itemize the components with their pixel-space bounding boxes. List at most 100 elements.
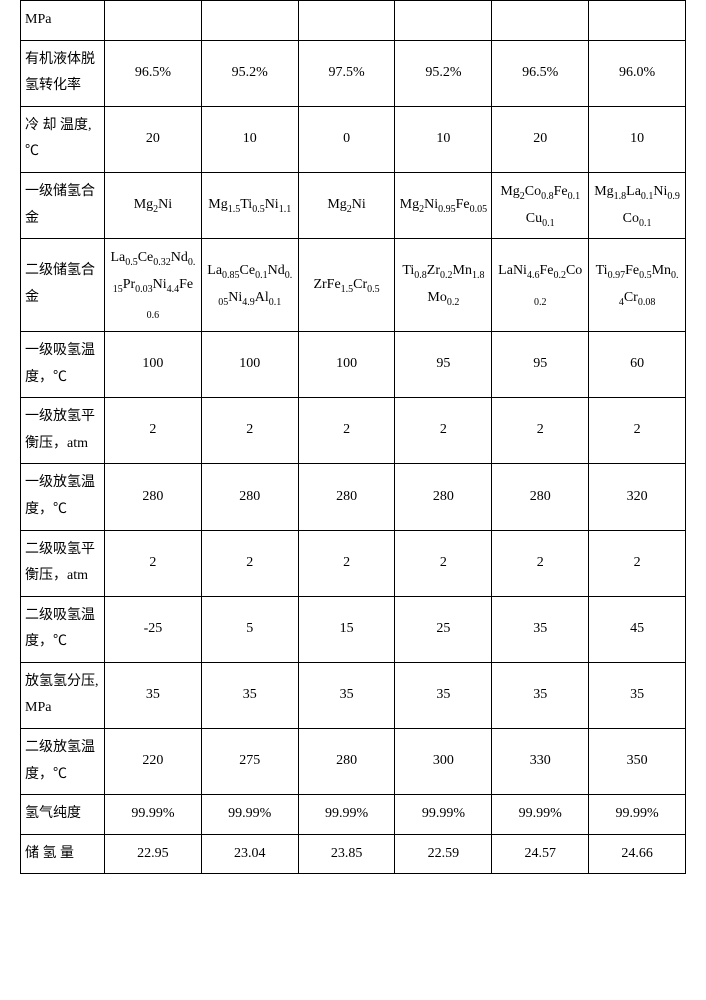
table-cell: 330 xyxy=(492,729,589,795)
row-header: 二级储氢合金 xyxy=(21,239,105,332)
table-cell: 2 xyxy=(105,530,202,596)
row-header: 二级吸氢温度，℃ xyxy=(21,596,105,662)
table-cell: 280 xyxy=(298,729,395,795)
table-cell: 100 xyxy=(105,331,202,397)
table-cell: 280 xyxy=(395,464,492,530)
table-cell: 280 xyxy=(492,464,589,530)
table-cell xyxy=(298,1,395,41)
table-cell: La0.85Ce0.1Nd0.05Ni4.9Al0.1 xyxy=(201,239,298,332)
row-header: 一级放氢平衡压，atm xyxy=(21,398,105,464)
table-row: 二级吸氢平衡压，atm222222 xyxy=(21,530,686,596)
table-row: 二级吸氢温度，℃-25515253545 xyxy=(21,596,686,662)
table-cell: 15 xyxy=(298,596,395,662)
table-cell: 99.99% xyxy=(201,795,298,835)
row-header: 一级放氢温度，℃ xyxy=(21,464,105,530)
table-cell: 2 xyxy=(298,530,395,596)
table-cell: ZrFe1.5Cr0.5 xyxy=(298,239,395,332)
table-cell: 99.99% xyxy=(105,795,202,835)
table-cell: 35 xyxy=(298,662,395,728)
table-cell: 96.5% xyxy=(492,40,589,106)
table-cell: 22.95 xyxy=(105,834,202,874)
table-row: 二级储氢合金La0.5Ce0.32Nd0.15Pr0.03Ni4.4Fe0.6L… xyxy=(21,239,686,332)
table-cell: 300 xyxy=(395,729,492,795)
table-cell: 24.66 xyxy=(589,834,686,874)
table-cell: 25 xyxy=(395,596,492,662)
table-row: 一级储氢合金Mg2NiMg1.5Ti0.5Ni1.1Mg2NiMg2Ni0.95… xyxy=(21,172,686,238)
table-cell: 10 xyxy=(201,106,298,172)
table-row: 冷 却 温度, ℃20100102010 xyxy=(21,106,686,172)
table-cell: La0.5Ce0.32Nd0.15Pr0.03Ni4.4Fe0.6 xyxy=(105,239,202,332)
table-cell: 2 xyxy=(492,398,589,464)
table-cell: 35 xyxy=(492,596,589,662)
table-row: 一级放氢平衡压，atm222222 xyxy=(21,398,686,464)
table-cell: Mg1.5Ti0.5Ni1.1 xyxy=(201,172,298,238)
table-row: 放氢氢分压,MPa353535353535 xyxy=(21,662,686,728)
table-cell: 20 xyxy=(492,106,589,172)
row-header: 有机液体脱氢转化率 xyxy=(21,40,105,106)
table-cell: 100 xyxy=(201,331,298,397)
table-cell: 35 xyxy=(105,662,202,728)
table-cell: 2 xyxy=(395,398,492,464)
table-cell: 2 xyxy=(589,398,686,464)
table-cell: 97.5% xyxy=(298,40,395,106)
row-header: 氢气纯度 xyxy=(21,795,105,835)
table-cell: 99.99% xyxy=(298,795,395,835)
table-row: 一级放氢温度，℃280280280280280320 xyxy=(21,464,686,530)
table-cell: 95 xyxy=(492,331,589,397)
table-cell: -25 xyxy=(105,596,202,662)
table-cell: Mg2Ni0.95Fe0.05 xyxy=(395,172,492,238)
table-cell: Mg2Ni xyxy=(298,172,395,238)
table-cell: 10 xyxy=(589,106,686,172)
table-row: 氢气纯度99.99%99.99%99.99%99.99%99.99%99.99% xyxy=(21,795,686,835)
table-row: MPa xyxy=(21,1,686,41)
table-cell: 2 xyxy=(589,530,686,596)
table-cell: 99.99% xyxy=(395,795,492,835)
row-header: MPa xyxy=(21,1,105,41)
table-cell: Ti0.8Zr0.2Mn1.8Mo0.2 xyxy=(395,239,492,332)
table-cell: 35 xyxy=(395,662,492,728)
table-cell: 22.59 xyxy=(395,834,492,874)
table-cell xyxy=(589,1,686,41)
table-cell: 95 xyxy=(395,331,492,397)
table-cell: 350 xyxy=(589,729,686,795)
table-cell: 35 xyxy=(589,662,686,728)
table-cell: 20 xyxy=(105,106,202,172)
table-cell: Mg2Co0.8Fe0.1Cu0.1 xyxy=(492,172,589,238)
table-cell: 10 xyxy=(395,106,492,172)
table-cell: 2 xyxy=(492,530,589,596)
table-cell: 2 xyxy=(105,398,202,464)
table-cell: 275 xyxy=(201,729,298,795)
table-cell: 99.99% xyxy=(589,795,686,835)
table-cell: Ti0.97Fe0.5Mn0.4Cr0.08 xyxy=(589,239,686,332)
table-cell: 2 xyxy=(201,398,298,464)
table-cell: 2 xyxy=(298,398,395,464)
table-cell: 96.5% xyxy=(105,40,202,106)
table-cell: 60 xyxy=(589,331,686,397)
table-cell: 100 xyxy=(298,331,395,397)
row-header: 储 氢 量 xyxy=(21,834,105,874)
table-cell xyxy=(492,1,589,41)
table-cell: 95.2% xyxy=(201,40,298,106)
table-cell: 24.57 xyxy=(492,834,589,874)
table-row: 储 氢 量22.9523.0423.8522.5924.5724.66 xyxy=(21,834,686,874)
table-cell: 5 xyxy=(201,596,298,662)
table-cell: 320 xyxy=(589,464,686,530)
table-cell: 280 xyxy=(201,464,298,530)
table-cell: 220 xyxy=(105,729,202,795)
table-cell: Mg2Ni xyxy=(105,172,202,238)
table-cell: 99.99% xyxy=(492,795,589,835)
table-row: 二级放氢温度，℃220275280300330350 xyxy=(21,729,686,795)
table-cell xyxy=(201,1,298,41)
table-cell: 23.85 xyxy=(298,834,395,874)
table-cell: 35 xyxy=(492,662,589,728)
table-cell: Mg1.8La0.1Ni0.9Co0.1 xyxy=(589,172,686,238)
table-row: 一级吸氢温度，℃100100100959560 xyxy=(21,331,686,397)
table-cell: 23.04 xyxy=(201,834,298,874)
table-cell: 280 xyxy=(298,464,395,530)
table-cell: 2 xyxy=(395,530,492,596)
row-header: 二级放氢温度，℃ xyxy=(21,729,105,795)
table-cell: 45 xyxy=(589,596,686,662)
table-cell xyxy=(105,1,202,41)
row-header: 二级吸氢平衡压，atm xyxy=(21,530,105,596)
table-cell: 35 xyxy=(201,662,298,728)
